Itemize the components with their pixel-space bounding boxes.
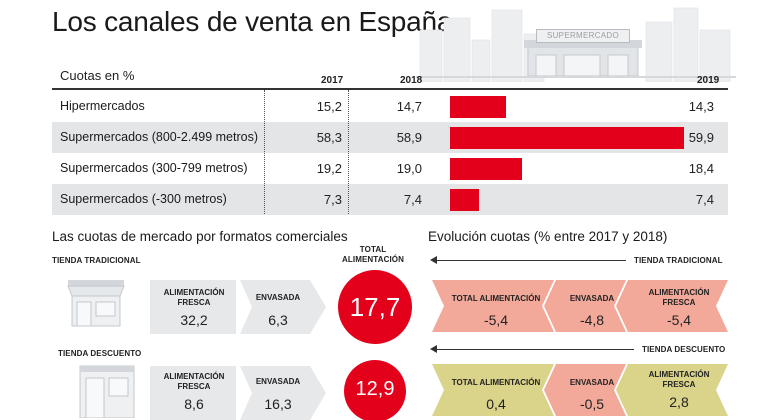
- fresh-segment: ALIMENTACIÓN FRESCA 32,2: [158, 288, 230, 328]
- value-2019: 14,3: [688, 99, 714, 114]
- evo-total-label: TOTAL ALIMENTACIÓN: [451, 294, 541, 303]
- table-caption: Cuotas en %: [60, 68, 135, 83]
- packed-label: ENVASADA: [255, 293, 301, 302]
- row-label: Supermercados (-300 metros): [60, 192, 227, 206]
- total-bubble: 17,7: [338, 270, 412, 344]
- evo-total: TOTAL ALIMENTACIÓN -5,4: [446, 294, 546, 328]
- evo-fresh-label: ALIMENTACIÓN FRESCA: [648, 288, 710, 307]
- value-2019: 18,4: [688, 161, 714, 176]
- evo-fresh-label: ALIMENTACIÓN FRESCA: [648, 370, 710, 389]
- evo-fresh: ALIMENTACIÓN FRESCA 2,8: [636, 370, 722, 410]
- group-name: TIENDA DESCUENTO: [642, 345, 726, 354]
- arrow-line: [436, 349, 634, 350]
- bar-2019: [450, 158, 522, 180]
- group-name: TIENDA TRADICIONAL: [634, 256, 723, 265]
- arrow-left-icon: [430, 345, 437, 353]
- total-bubble: 12,9: [344, 360, 406, 420]
- row-label: Hipermercados: [60, 99, 145, 113]
- table-row: Supermercados (300-799 metros) 19,2 19,0…: [52, 153, 728, 184]
- packed-value: 6,3: [268, 312, 288, 328]
- discount-store-icon: [79, 365, 135, 418]
- evo-total-value: 0,4: [486, 396, 506, 412]
- fresh-value: 8,6: [184, 396, 204, 412]
- value-2018: 14,7: [396, 99, 422, 114]
- evo-packed-value: -0,5: [579, 396, 605, 412]
- left-section-title: Las cuotas de mercado por formatos comer…: [52, 229, 348, 244]
- table-row: Hipermercados 15,2 14,7 14,3: [52, 91, 728, 122]
- packed-segment: ENVASADA 6,3: [246, 293, 310, 328]
- evo-packed-label: ENVASADA: [569, 378, 615, 387]
- packed-segment: ENVASADA 16,3: [246, 377, 310, 412]
- value-2017: 7,3: [323, 192, 342, 207]
- evo-packed: ENVASADA -0,5: [560, 378, 624, 412]
- year-2018: 2018: [400, 75, 423, 86]
- value-2019: 7,4: [695, 192, 714, 207]
- table-row: Supermercados (800-2.499 metros) 58,3 58…: [52, 122, 728, 153]
- evo-fresh: ALIMENTACIÓN FRESCA -5,4: [636, 288, 722, 328]
- segment-boxes-traditional: [150, 280, 326, 334]
- packed-label: ENVASADA: [255, 377, 301, 386]
- fresh-label: ALIMENTACIÓN FRESCA: [163, 288, 225, 307]
- evolution-bars-traditional: [432, 280, 728, 332]
- total-label: TOTAL ALIMENTACIÓN: [342, 245, 404, 264]
- table-rule: [52, 88, 728, 90]
- bar-2019: [450, 96, 506, 118]
- value-2018: 58,9: [396, 130, 422, 145]
- city-skyline-icon: [416, 7, 736, 82]
- year-2019: 2019: [697, 75, 720, 86]
- table-row: Supermercados (-300 metros) 7,3 7,4 7,4: [52, 184, 728, 215]
- column-divider: [348, 90, 349, 214]
- bar-2019: [450, 127, 684, 149]
- row-label: Supermercados (800-2.499 metros): [60, 130, 259, 144]
- evo-fresh-value: 2,8: [669, 394, 689, 410]
- group-name: TIENDA TRADICIONAL: [52, 256, 141, 265]
- arrow-line: [436, 260, 626, 261]
- value-2017: 15,2: [316, 99, 342, 114]
- evo-total-label: TOTAL ALIMENTACIÓN: [451, 378, 541, 387]
- supermarket-icon: [524, 40, 642, 77]
- value-2019: 59,9: [688, 130, 714, 145]
- group-name: TIENDA DESCUENTO: [58, 349, 142, 358]
- evo-packed: ENVASADA -4,8: [560, 294, 624, 328]
- traditional-shop-icon: [67, 280, 125, 327]
- evo-packed-value: -4,8: [579, 312, 605, 328]
- page-title: Los canales de venta en España: [52, 6, 453, 37]
- evo-fresh-value: -5,4: [666, 312, 692, 328]
- packed-value: 16,3: [264, 396, 292, 412]
- evo-total: TOTAL ALIMENTACIÓN 0,4: [446, 378, 546, 412]
- value-2017: 19,2: [316, 161, 342, 176]
- value-2017: 58,3: [316, 130, 342, 145]
- segment-boxes-discount: [150, 366, 326, 420]
- evo-packed-label: ENVASADA: [569, 294, 615, 303]
- row-label: Supermercados (300-799 metros): [60, 161, 248, 175]
- arrow-left-icon: [430, 256, 437, 264]
- year-2017: 2017: [321, 75, 344, 86]
- column-divider: [264, 90, 265, 214]
- store-sign: SUPERMERCADO: [536, 29, 630, 43]
- fresh-segment: ALIMENTACIÓN FRESCA 8,6: [158, 372, 230, 412]
- evo-total-value: -5,4: [483, 312, 509, 328]
- bar-2019: [450, 189, 479, 211]
- evolution-bars-discount: [432, 364, 728, 416]
- fresh-label: ALIMENTACIÓN FRESCA: [163, 372, 225, 391]
- fresh-value: 32,2: [180, 312, 208, 328]
- right-section-title: Evolución cuotas (% entre 2017 y 2018): [428, 229, 668, 244]
- value-2018: 19,0: [396, 161, 422, 176]
- value-2018: 7,4: [403, 192, 422, 207]
